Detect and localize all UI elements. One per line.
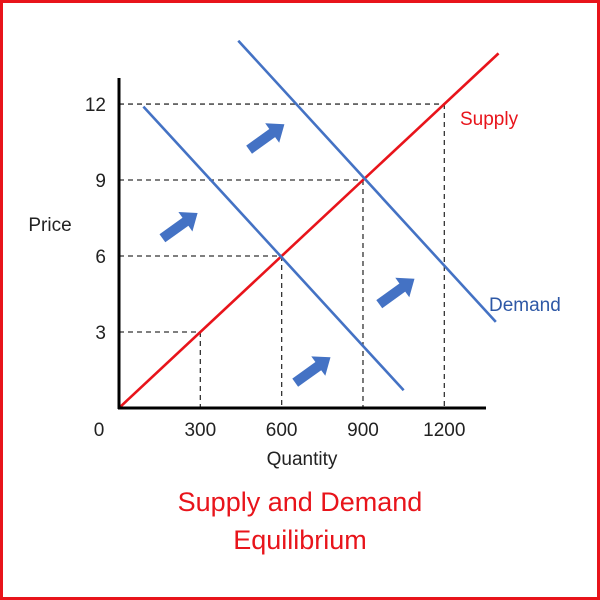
supply-line	[119, 52, 500, 409]
chart-title-line-1: Supply and Demand	[177, 487, 423, 517]
y-tick-label-2: 9	[95, 171, 106, 192]
equilibrium-guides	[119, 103, 445, 408]
y-tick-label-3: 12	[85, 95, 106, 116]
x-tick-label-1: 600	[266, 420, 298, 441]
x-axis-title: Quantity	[267, 449, 338, 470]
y-tick-label-0: 3	[95, 323, 106, 344]
x-tick-label-2: 900	[347, 420, 379, 441]
supply-label: Supply	[460, 109, 519, 130]
chart-title-line-2: Equilibrium	[233, 525, 367, 555]
shift-arrow-1	[159, 212, 198, 243]
series-lines	[119, 40, 500, 409]
tick-labels: 300 600 900 1200 3 6 9 12	[85, 95, 466, 441]
x-tick-label-3: 1200	[423, 420, 465, 441]
demand-line	[237, 40, 497, 323]
origin-label: 0	[94, 420, 105, 441]
demand-label: Demand	[489, 295, 561, 316]
x-tick-label-0: 300	[184, 420, 216, 441]
y-axis-title: Price	[28, 215, 71, 236]
demand-line-initial	[142, 105, 405, 392]
shift-arrow-2	[376, 277, 415, 309]
shift-arrow-0	[246, 123, 285, 154]
y-tick-label-1: 6	[95, 247, 106, 268]
shift-arrow-3	[292, 356, 331, 387]
shift-arrows	[159, 123, 415, 387]
axes	[117, 78, 486, 410]
